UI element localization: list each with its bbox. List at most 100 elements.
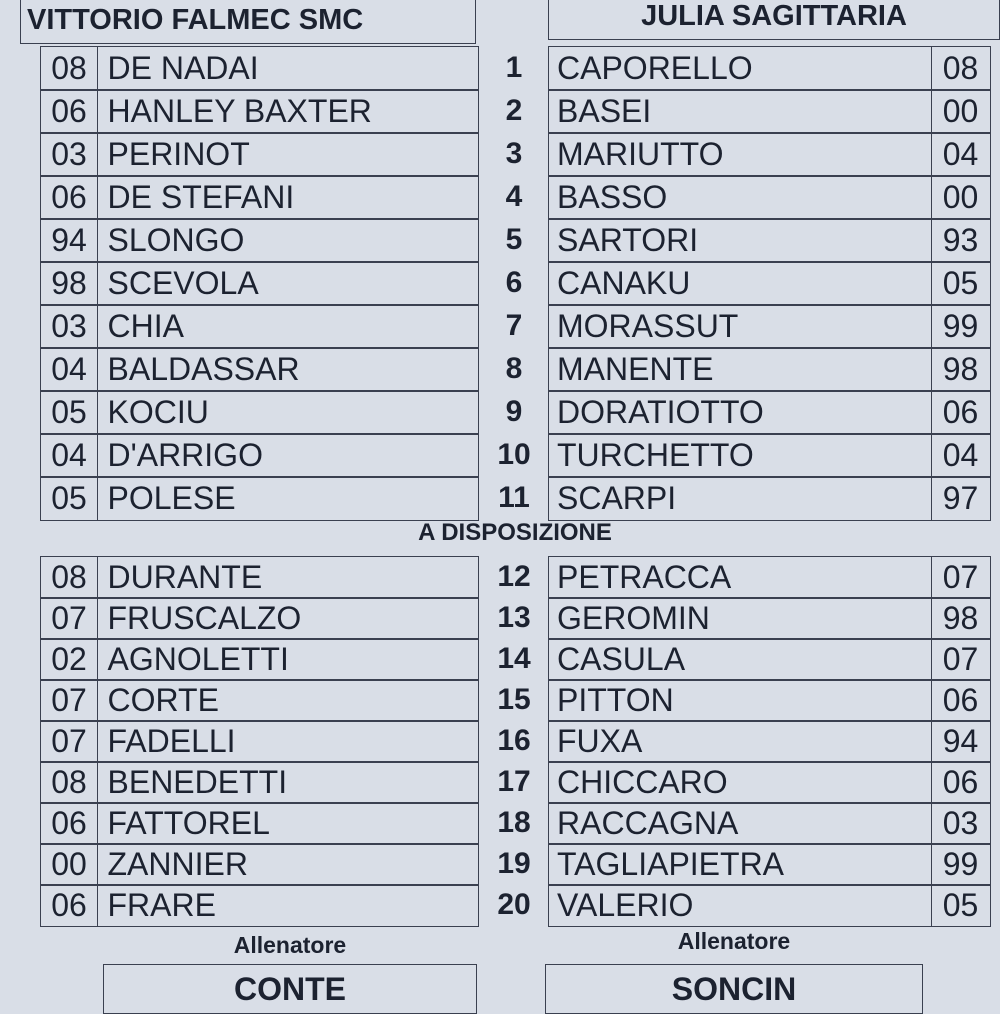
shirt-number: 4 xyxy=(505,179,523,213)
player-name: SCEVOLA xyxy=(96,261,479,306)
year-cell: 08 xyxy=(40,556,98,599)
player-name: FADELLI xyxy=(96,720,479,763)
shirt-number: 3 xyxy=(505,136,523,170)
year-cell: 07 xyxy=(40,720,98,763)
year-cell: 94 xyxy=(930,720,991,763)
player-name: CAPORELLO xyxy=(548,46,932,91)
year-cell: 03 xyxy=(40,304,98,349)
year-cell: 07 xyxy=(930,638,991,681)
player-name: SARTORI xyxy=(548,218,932,263)
year-cell: 06 xyxy=(930,761,991,804)
player-name: PERINOT xyxy=(96,132,479,177)
player-name: SLONGO xyxy=(96,218,479,263)
player-name: FRUSCALZO xyxy=(96,597,479,640)
player-name: PITTON xyxy=(548,679,932,722)
shirt-number: 11 xyxy=(498,480,530,514)
year-cell: 98 xyxy=(930,597,991,640)
coach-name: SONCIN xyxy=(545,964,923,1014)
year-cell: 02 xyxy=(40,638,98,681)
player-name: DE STEFANI xyxy=(96,175,479,220)
year-cell: 00 xyxy=(40,843,98,886)
player-name: BASEI xyxy=(548,89,932,134)
player-name: POLESE xyxy=(96,476,479,521)
player-name: SCARPI xyxy=(548,476,932,521)
year-cell: 07 xyxy=(40,597,98,640)
player-name: TAGLIAPIETRA xyxy=(548,843,932,886)
year-cell: 98 xyxy=(930,347,991,392)
player-name: CHIA xyxy=(96,304,479,349)
player-name: ZANNIER xyxy=(96,843,479,886)
player-name: KOCIU xyxy=(96,390,479,435)
year-cell: 99 xyxy=(930,304,991,349)
player-name: FRARE xyxy=(96,884,479,927)
player-name: RACCAGNA xyxy=(548,802,932,845)
year-cell: 00 xyxy=(930,175,991,220)
year-cell: 04 xyxy=(40,347,98,392)
shirt-number: 12 xyxy=(497,559,531,593)
shirt-number: 20 xyxy=(497,887,531,921)
player-name: CHICCARO xyxy=(548,761,932,804)
year-cell: 06 xyxy=(40,89,98,134)
player-name: FATTOREL xyxy=(96,802,479,845)
team-name: JULIA SAGITTARIA xyxy=(548,0,1000,40)
year-cell: 05 xyxy=(930,884,991,927)
shirt-number: 6 xyxy=(505,265,523,299)
shirt-number: 2 xyxy=(505,93,523,127)
year-cell: 06 xyxy=(40,802,98,845)
shirt-number: 13 xyxy=(497,600,531,634)
shirt-number: 18 xyxy=(497,805,531,839)
year-cell: 04 xyxy=(930,433,991,478)
year-cell: 99 xyxy=(930,843,991,886)
year-cell: 04 xyxy=(40,433,98,478)
year-cell: 08 xyxy=(930,46,991,91)
player-name: BENEDETTI xyxy=(96,761,479,804)
year-cell: 00 xyxy=(930,89,991,134)
team-name: VITTORIO FALMEC SMC xyxy=(20,0,476,44)
shirt-number: 17 xyxy=(497,764,531,798)
year-cell: 05 xyxy=(930,261,991,306)
year-cell: 06 xyxy=(930,390,991,435)
player-name: TURCHETTO xyxy=(548,433,932,478)
player-name: CASULA xyxy=(548,638,932,681)
shirt-number: 14 xyxy=(497,641,531,675)
year-cell: 07 xyxy=(930,556,991,599)
coach-label: Allenatore xyxy=(677,927,791,954)
shirt-number: 19 xyxy=(497,846,531,880)
player-name: MANENTE xyxy=(548,347,932,392)
player-name: VALERIO xyxy=(548,884,932,927)
player-name: MARIUTTO xyxy=(548,132,932,177)
year-cell: 08 xyxy=(40,761,98,804)
player-name: MORASSUT xyxy=(548,304,932,349)
year-cell: 06 xyxy=(930,679,991,722)
player-name: BALDASSAR xyxy=(96,347,479,392)
player-name: DURANTE xyxy=(96,556,479,599)
shirt-number: 16 xyxy=(497,723,531,757)
year-cell: 05 xyxy=(40,476,98,521)
shirt-number: 10 xyxy=(497,437,531,471)
player-name: D'ARRIGO xyxy=(96,433,479,478)
shirt-number: 1 xyxy=(505,50,523,84)
year-cell: 98 xyxy=(40,261,98,306)
coach-name: CONTE xyxy=(103,964,477,1014)
shirt-number: 15 xyxy=(497,682,531,716)
player-name: FUXA xyxy=(548,720,932,763)
year-cell: 04 xyxy=(930,132,991,177)
year-cell: 07 xyxy=(40,679,98,722)
player-name: AGNOLETTI xyxy=(96,638,479,681)
shirt-number: 7 xyxy=(505,308,523,342)
year-cell: 08 xyxy=(40,46,98,91)
coach-label: Allenatore xyxy=(233,931,347,958)
year-cell: 03 xyxy=(930,802,991,845)
player-name: DE NADAI xyxy=(96,46,479,91)
player-name: HANLEY BAXTER xyxy=(96,89,479,134)
year-cell: 94 xyxy=(40,218,98,263)
shirt-number: 8 xyxy=(505,351,523,385)
player-name: PETRACCA xyxy=(548,556,932,599)
year-cell: 06 xyxy=(40,175,98,220)
year-cell: 93 xyxy=(930,218,991,263)
shirt-number: 9 xyxy=(505,394,523,428)
year-cell: 97 xyxy=(930,476,991,521)
section-heading: A DISPOSIZIONE xyxy=(418,519,612,546)
year-cell: 03 xyxy=(40,132,98,177)
